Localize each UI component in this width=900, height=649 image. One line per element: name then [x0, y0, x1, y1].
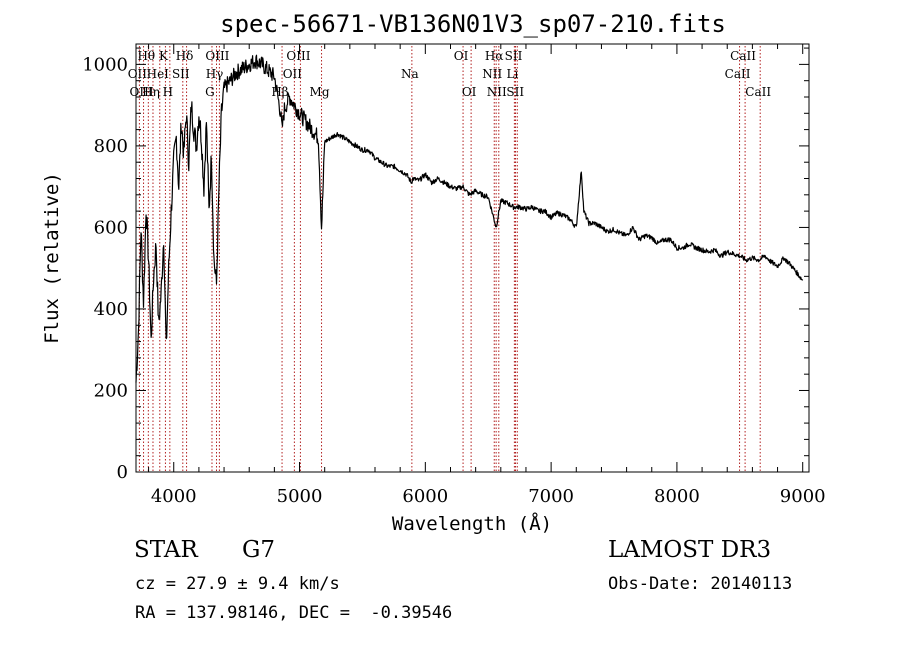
line-marker-label: Hγ — [206, 67, 224, 81]
line-marker-label: CaII — [725, 67, 751, 81]
line-marker-label: OIII — [205, 49, 229, 63]
line-marker-label: Na — [401, 67, 419, 81]
object-subclass: G7 — [242, 537, 276, 563]
obs-date: Obs-Date: 20140113 — [608, 574, 793, 594]
x-tick-label: 6000 — [402, 486, 448, 507]
line-marker-label: Hβ — [271, 85, 288, 99]
line-marker-label: K — [159, 49, 169, 63]
line-marker-label: SII — [506, 85, 524, 99]
y-axis-label: Flux (relative) — [41, 172, 63, 344]
line-marker-label: OII — [128, 67, 148, 81]
x-tick-label: 7000 — [528, 486, 574, 507]
line-marker-label: NII — [482, 67, 502, 81]
line-marker-label: OI — [454, 49, 469, 63]
line-marker-label: Hδ — [176, 49, 194, 63]
redshift-readout: cz = 27.9 ± 9.4 km/s — [135, 574, 340, 594]
line-marker-label: NII — [487, 85, 507, 99]
chart-title: spec-56671-VB136N01V3_sp07-210.fits — [220, 10, 726, 38]
line-marker-label: CaII — [745, 85, 771, 99]
line-marker-label: OIII — [286, 49, 310, 63]
line-marker-label: OIII — [130, 85, 154, 99]
y-tick-label: 400 — [94, 299, 128, 320]
line-marker-label: Hθ — [137, 49, 155, 63]
x-tick-label: 8000 — [654, 486, 700, 507]
line-marker-label: Hη — [142, 85, 160, 99]
object-class: STAR — [134, 537, 198, 563]
y-tick-label: 200 — [94, 380, 128, 401]
line-marker-label: OII — [283, 67, 303, 81]
survey-label: LAMOST DR3 — [608, 537, 772, 563]
x-tick-label: 9000 — [780, 486, 826, 507]
coordinates: RA = 137.98146, DEC = -0.39546 — [135, 603, 453, 623]
line-marker-label: Li — [506, 67, 518, 81]
x-axis-ticks: 4000 5000 6000 7000 8000 9000 — [148, 44, 826, 507]
line-marker-label: OI — [462, 85, 477, 99]
y-tick-label: 1000 — [82, 54, 128, 75]
y-axis-ticks: 0 200 400 600 800 1000 — [82, 47, 809, 483]
y-tick-label: 0 — [117, 462, 128, 483]
y-tick-label: 800 — [94, 136, 128, 157]
line-markers — [138, 46, 761, 472]
line-marker-label: HeI — [147, 67, 170, 81]
line-marker-label: SII — [505, 49, 523, 63]
x-tick-label: 5000 — [277, 486, 323, 507]
line-marker-label: Mg — [310, 85, 330, 99]
line-marker-label: Hα — [485, 49, 504, 63]
spectrum-line — [135, 54, 804, 383]
line-marker-label: CaII — [730, 49, 756, 63]
line-marker-label: H — [163, 85, 173, 99]
y-tick-label: 600 — [94, 217, 128, 238]
x-axis-label: Wavelength (Å) — [392, 512, 552, 535]
plot-frame — [135, 43, 810, 473]
line-marker-label: G — [205, 85, 215, 99]
line-marker-label: SII — [172, 67, 190, 81]
x-tick-label: 4000 — [151, 486, 197, 507]
